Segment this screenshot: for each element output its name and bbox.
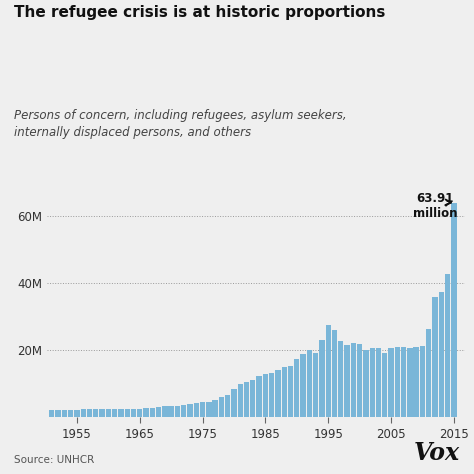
Bar — [93, 409, 99, 417]
Bar — [49, 410, 55, 417]
Bar — [156, 407, 161, 417]
Bar — [438, 292, 444, 417]
Bar — [212, 400, 218, 417]
Bar — [68, 410, 73, 417]
Bar — [225, 395, 230, 417]
Bar — [131, 410, 136, 417]
Bar — [407, 347, 412, 417]
Bar — [370, 347, 375, 417]
Bar — [426, 329, 431, 417]
Bar — [319, 340, 325, 417]
Bar — [118, 410, 124, 417]
Bar — [62, 410, 67, 417]
Bar — [244, 383, 249, 417]
Text: 63.91
million: 63.91 million — [413, 192, 457, 220]
Bar — [219, 397, 224, 417]
Bar — [137, 409, 142, 417]
Bar — [175, 406, 180, 417]
Bar — [275, 370, 281, 417]
Bar — [282, 366, 287, 417]
Bar — [432, 297, 438, 417]
Bar — [237, 384, 243, 417]
Bar — [74, 410, 80, 417]
Bar — [162, 406, 167, 417]
Bar — [81, 409, 86, 417]
Bar — [307, 350, 312, 417]
Bar — [376, 348, 381, 417]
Bar — [363, 350, 369, 417]
Bar — [150, 408, 155, 417]
Text: Persons of concern, including refugees, asylum seekers,
internally displaced per: Persons of concern, including refugees, … — [14, 109, 347, 139]
Bar — [193, 403, 199, 417]
Bar — [313, 353, 319, 417]
Bar — [200, 402, 205, 417]
Bar — [106, 410, 111, 417]
Bar — [55, 410, 61, 417]
Text: The refugee crisis is at historic proportions: The refugee crisis is at historic propor… — [14, 5, 385, 20]
Bar — [301, 354, 306, 417]
Bar — [351, 343, 356, 417]
Bar — [338, 341, 344, 417]
Bar — [168, 406, 174, 417]
Bar — [263, 374, 268, 417]
Bar — [382, 353, 387, 417]
Bar — [445, 273, 450, 417]
Bar — [294, 359, 300, 417]
Bar — [100, 410, 105, 417]
Text: Source: UNHCR: Source: UNHCR — [14, 455, 94, 465]
Bar — [250, 380, 255, 417]
Bar — [143, 408, 149, 417]
Bar — [413, 347, 419, 417]
Bar — [401, 347, 406, 417]
Bar — [288, 366, 293, 417]
Bar — [332, 330, 337, 417]
Bar — [256, 376, 262, 417]
Bar — [357, 344, 362, 417]
Bar — [125, 410, 130, 417]
Bar — [420, 346, 425, 417]
Bar — [326, 326, 331, 417]
Bar — [181, 405, 186, 417]
Bar — [231, 389, 237, 417]
Text: Vox: Vox — [414, 440, 460, 465]
Bar — [388, 347, 394, 417]
Bar — [269, 373, 274, 417]
Bar — [87, 409, 92, 417]
Bar — [345, 345, 350, 417]
Bar — [112, 410, 117, 417]
Bar — [187, 404, 192, 417]
Bar — [451, 203, 456, 417]
Bar — [206, 402, 211, 417]
Bar — [395, 347, 400, 417]
